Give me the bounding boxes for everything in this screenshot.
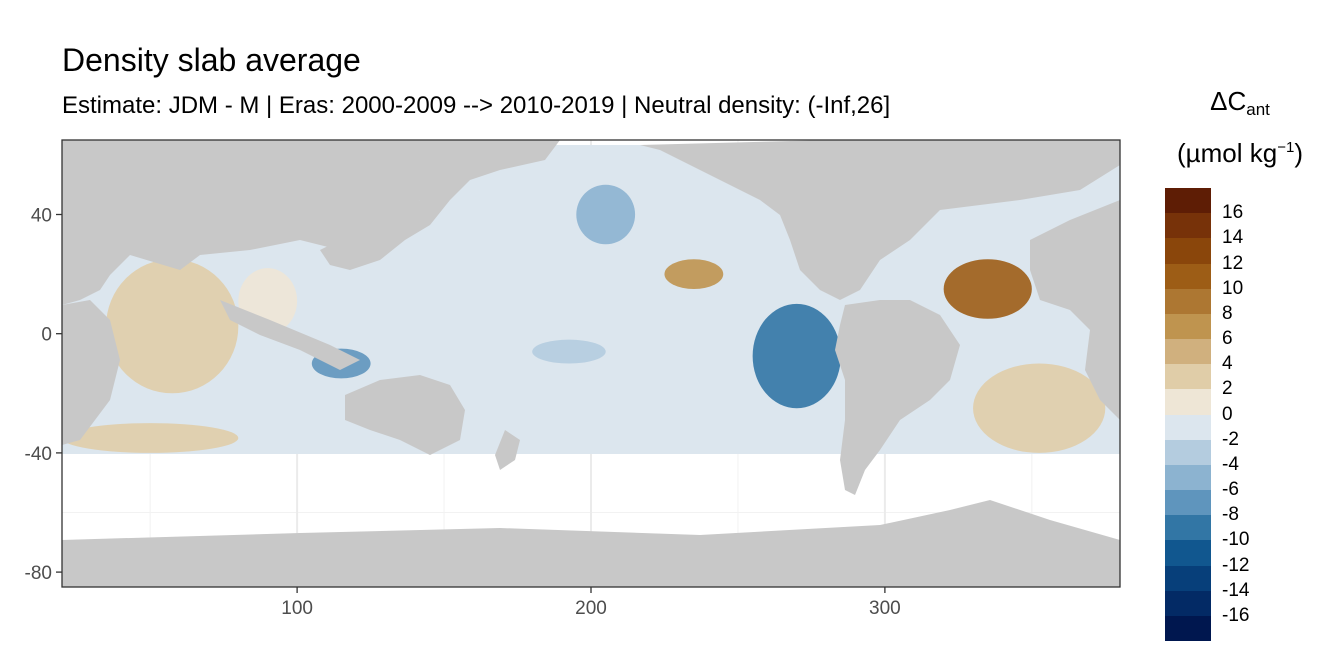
legend-label: -12 bbox=[1222, 554, 1250, 576]
legend-label: 14 bbox=[1222, 227, 1244, 249]
legend-title-sub: ant bbox=[1246, 100, 1270, 119]
y-tick-label: 40 bbox=[31, 206, 52, 227]
legend-label: -10 bbox=[1222, 529, 1250, 551]
land-new-zealand bbox=[495, 430, 520, 470]
legend-swatch bbox=[1165, 540, 1211, 566]
land-masses bbox=[62, 140, 1120, 587]
legend-label: 0 bbox=[1222, 403, 1233, 425]
x-tick-label: 100 bbox=[281, 598, 313, 619]
legend-swatch bbox=[1165, 339, 1211, 365]
legend-label: -16 bbox=[1222, 604, 1250, 626]
land-north-america bbox=[640, 140, 1120, 300]
ocean-feature-north-pacific-subpolar bbox=[576, 184, 636, 245]
chart-subtitle: Estimate: JDM - M | Eras: 2000-2009 --> … bbox=[62, 92, 891, 119]
legend-label: 4 bbox=[1222, 353, 1233, 375]
legend-label: -4 bbox=[1222, 453, 1239, 475]
ocean-feature-eastern-tropical-pacific bbox=[752, 303, 841, 409]
land-europe-africa-east bbox=[1030, 200, 1120, 420]
chart-title: Density slab average bbox=[62, 42, 361, 78]
y-tick-label: 0 bbox=[41, 325, 52, 346]
legend-unit: (µmol kg−1) bbox=[1160, 138, 1320, 169]
legend-label: 8 bbox=[1222, 302, 1233, 324]
land-antarctica bbox=[62, 500, 1120, 587]
legend-swatch bbox=[1165, 213, 1211, 239]
legend-swatch bbox=[1165, 389, 1211, 415]
legend-swatch bbox=[1165, 464, 1211, 491]
legend-label: 16 bbox=[1222, 202, 1244, 224]
land-asia-east bbox=[320, 140, 560, 270]
legend-swatch bbox=[1165, 414, 1211, 441]
legend-unit-main: (µmol kg bbox=[1177, 138, 1278, 168]
legend-swatch bbox=[1165, 565, 1211, 592]
legend-swatch bbox=[1165, 188, 1211, 214]
legend-label: -8 bbox=[1222, 504, 1239, 526]
legend-color-bar bbox=[1165, 188, 1211, 642]
legend-title-main: ΔC bbox=[1210, 86, 1247, 116]
y-tick-label: -80 bbox=[25, 563, 52, 584]
legend-swatch bbox=[1165, 615, 1211, 642]
legend-swatch bbox=[1165, 364, 1211, 390]
ocean-feature-ne-pacific-subtropics bbox=[664, 259, 724, 289]
legend-label: 6 bbox=[1222, 328, 1233, 349]
legend-label: -2 bbox=[1222, 428, 1239, 450]
legend-swatch bbox=[1165, 288, 1211, 315]
y-tick-label: -40 bbox=[25, 444, 52, 465]
legend-unit-close: ) bbox=[1294, 138, 1303, 168]
land-africa-south bbox=[62, 300, 120, 445]
legend-label: -14 bbox=[1222, 579, 1250, 601]
legend-label: -6 bbox=[1222, 479, 1239, 500]
legend-swatch bbox=[1165, 515, 1211, 541]
legend-swatch bbox=[1165, 263, 1211, 290]
legend-label: 2 bbox=[1222, 378, 1233, 400]
x-tick-label: 300 bbox=[869, 598, 901, 619]
land-australia bbox=[345, 375, 465, 455]
legend-unit-sup: −1 bbox=[1277, 139, 1295, 156]
legend-title: ΔCant bbox=[1160, 86, 1320, 120]
legend-swatch bbox=[1165, 490, 1211, 516]
ocean-feature-southern-indian bbox=[62, 423, 239, 453]
ocean-feature-south-atlantic bbox=[973, 363, 1106, 453]
land-south-america bbox=[835, 300, 960, 495]
land-africa-eurasia-west bbox=[62, 140, 420, 305]
land-southeast-asia bbox=[220, 300, 360, 370]
ocean-feature-central-tropical-south-pacific bbox=[532, 339, 606, 364]
ocean-feature-indian-ocean-nw bbox=[106, 259, 239, 394]
legend-label: 12 bbox=[1222, 252, 1244, 274]
legend-swatch bbox=[1165, 313, 1211, 340]
legend-swatch bbox=[1165, 238, 1211, 264]
ocean-feature-north-atlantic-subtropics bbox=[943, 259, 1032, 319]
x-tick-label: 200 bbox=[575, 598, 607, 619]
legend-label: 10 bbox=[1222, 277, 1244, 299]
legend-swatch bbox=[1165, 590, 1211, 617]
legend-swatch bbox=[1165, 439, 1211, 466]
